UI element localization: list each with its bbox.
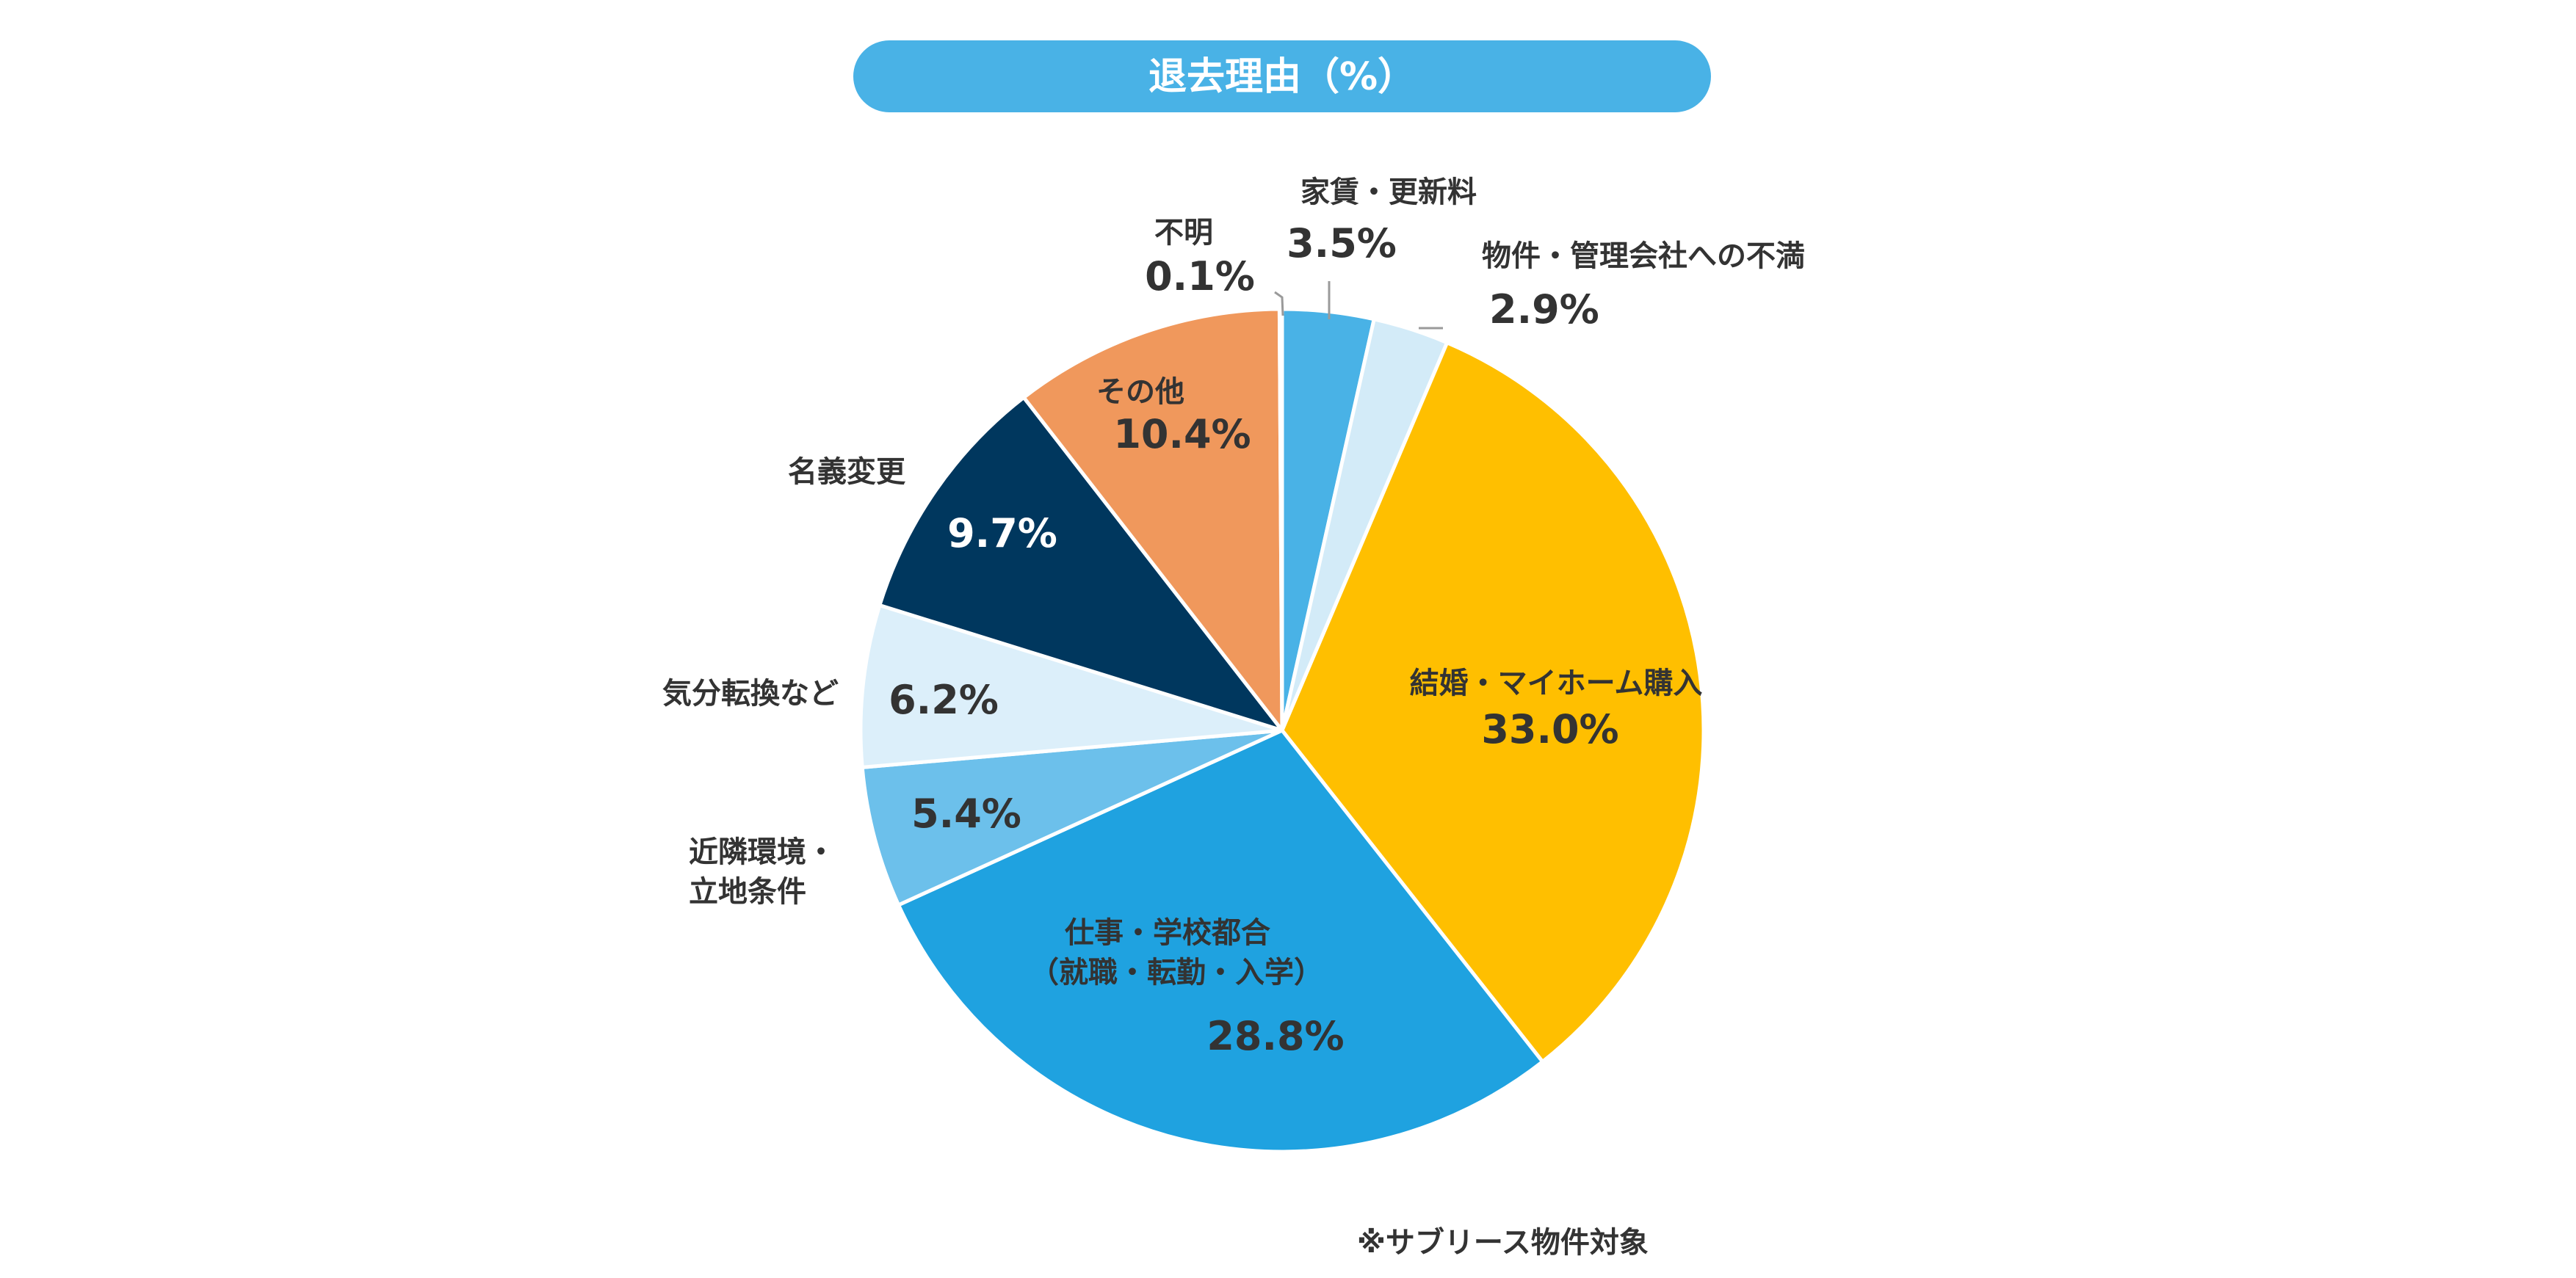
slice-labels: 家賃・更新料 3.5% 物件・管理会社への不満 2.9% 結婚・マイホーム購入 … <box>662 175 1805 1059</box>
value-other: 10.4% <box>1113 411 1251 457</box>
value-marriage: 33.0% <box>1481 706 1618 752</box>
label-marriage: 結婚・マイホーム購入 <box>1410 667 1703 700</box>
pie-slice-change-of-mood <box>858 603 1284 769</box>
value-rent: 3.5% <box>1287 220 1397 266</box>
pie-slice-work-school <box>897 728 1545 1154</box>
value-name-change: 9.7% <box>947 510 1057 556</box>
label-rent: 家賃・更新料 <box>1300 175 1477 209</box>
label-unknown: 不明 <box>1154 216 1213 250</box>
label-other: その他 <box>1096 375 1184 409</box>
chart-title-background <box>853 40 1711 112</box>
chart-title-text: 退去理由（%） <box>1148 55 1416 99</box>
value-change-of-mood: 6.2% <box>889 677 999 723</box>
value-dissatisfaction: 2.9% <box>1489 286 1599 333</box>
value-unknown: 0.1% <box>1145 253 1255 299</box>
pie-slice-marriage <box>1280 341 1706 1064</box>
label-neighborhood-line2: 立地条件 <box>689 875 806 909</box>
pie-slice-name-change <box>878 395 1284 733</box>
label-dissatisfaction: 物件・管理会社への不満 <box>1482 239 1805 273</box>
footnote: ※サブリース物件対象 <box>1357 1226 1649 1260</box>
leader-lines <box>1274 281 1443 330</box>
pie-slice-neighborhood <box>860 728 1284 907</box>
leader-line-unknown <box>1274 291 1284 316</box>
pie-slice-other <box>1021 307 1284 733</box>
label-work-school-line1: 仕事・学校都合 <box>1065 916 1270 950</box>
pie-slices <box>858 307 1706 1154</box>
label-work-school-line2: （就職・転勤・入学） <box>1030 956 1323 990</box>
label-neighborhood-line1: 近隣環境・ <box>689 835 836 869</box>
value-neighborhood: 5.4% <box>911 791 1021 837</box>
label-name-change: 名義変更 <box>788 455 906 489</box>
chart-title: 退去理由（%） <box>853 40 1711 112</box>
value-work-school: 28.8% <box>1206 1013 1344 1059</box>
label-change-of-mood: 気分転換など <box>662 677 839 711</box>
